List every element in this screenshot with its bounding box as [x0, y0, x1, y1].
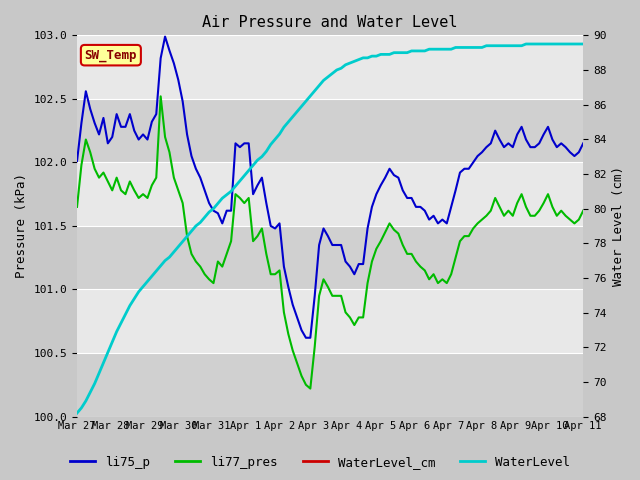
li75_p — [504, 141, 512, 146]
li77_pres — [307, 386, 314, 392]
li75_p — [73, 158, 81, 164]
li77_pres — [548, 204, 556, 210]
Bar — [77, 36, 583, 99]
li77_pres — [492, 195, 499, 201]
Bar — [77, 226, 583, 289]
WaterLevel — [579, 41, 587, 47]
li77_pres — [390, 227, 398, 233]
li75_p — [390, 172, 398, 178]
Line: WaterLevel: WaterLevel — [77, 44, 583, 413]
li77_pres — [157, 94, 164, 99]
WaterLevel — [544, 41, 552, 47]
WaterLevel — [412, 48, 420, 54]
WaterLevel — [73, 410, 81, 416]
li77_pres — [249, 238, 257, 244]
li75_p — [161, 34, 169, 39]
li75_p — [302, 335, 310, 341]
Title: Air Pressure and Water Level: Air Pressure and Water Level — [202, 15, 458, 30]
Legend: li75_p, li77_pres, WaterLevel_cm, WaterLevel: li75_p, li77_pres, WaterLevel_cm, WaterL… — [65, 451, 575, 474]
Line: li77_pres: li77_pres — [77, 96, 583, 389]
li77_pres — [421, 267, 429, 273]
Line: li75_p: li75_p — [77, 36, 583, 338]
Bar — [77, 162, 583, 226]
WaterLevel — [483, 43, 490, 48]
WaterLevel — [522, 41, 530, 47]
Y-axis label: Water Level (cm): Water Level (cm) — [612, 166, 625, 286]
Y-axis label: Pressure (kPa): Pressure (kPa) — [15, 173, 28, 278]
li77_pres — [73, 204, 81, 210]
li75_p — [579, 141, 587, 146]
Text: SW_Temp: SW_Temp — [84, 48, 137, 61]
WaterLevel — [381, 51, 389, 57]
WaterLevel — [245, 168, 253, 173]
Bar — [77, 99, 583, 162]
li77_pres — [579, 208, 587, 214]
li77_pres — [504, 208, 512, 214]
Bar — [77, 289, 583, 353]
Bar — [77, 353, 583, 417]
li75_p — [548, 137, 556, 143]
li75_p — [492, 128, 499, 133]
li75_p — [249, 192, 257, 197]
WaterLevel — [496, 43, 504, 48]
li75_p — [421, 208, 429, 214]
